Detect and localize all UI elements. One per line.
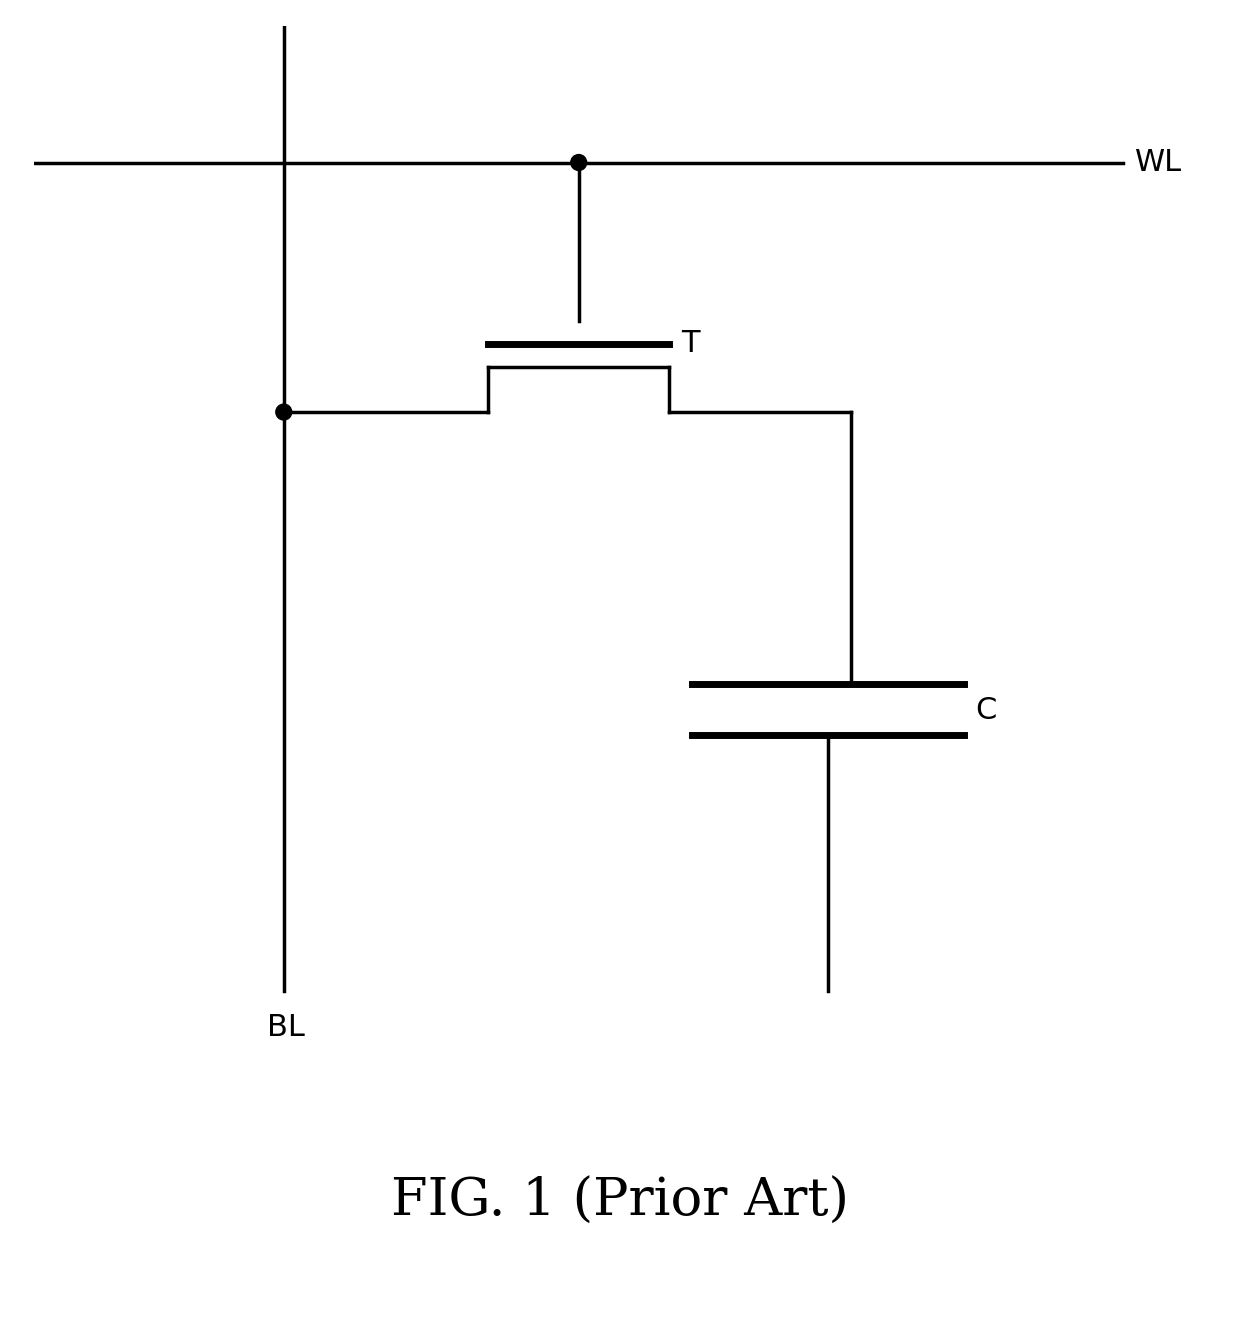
Text: FIG. 1 (Prior Art): FIG. 1 (Prior Art) bbox=[391, 1175, 849, 1227]
Text: T: T bbox=[681, 330, 699, 359]
Text: C: C bbox=[976, 696, 997, 725]
Circle shape bbox=[570, 154, 587, 170]
Text: BL: BL bbox=[267, 1013, 305, 1042]
Circle shape bbox=[275, 404, 291, 419]
Text: WL: WL bbox=[1135, 148, 1182, 177]
